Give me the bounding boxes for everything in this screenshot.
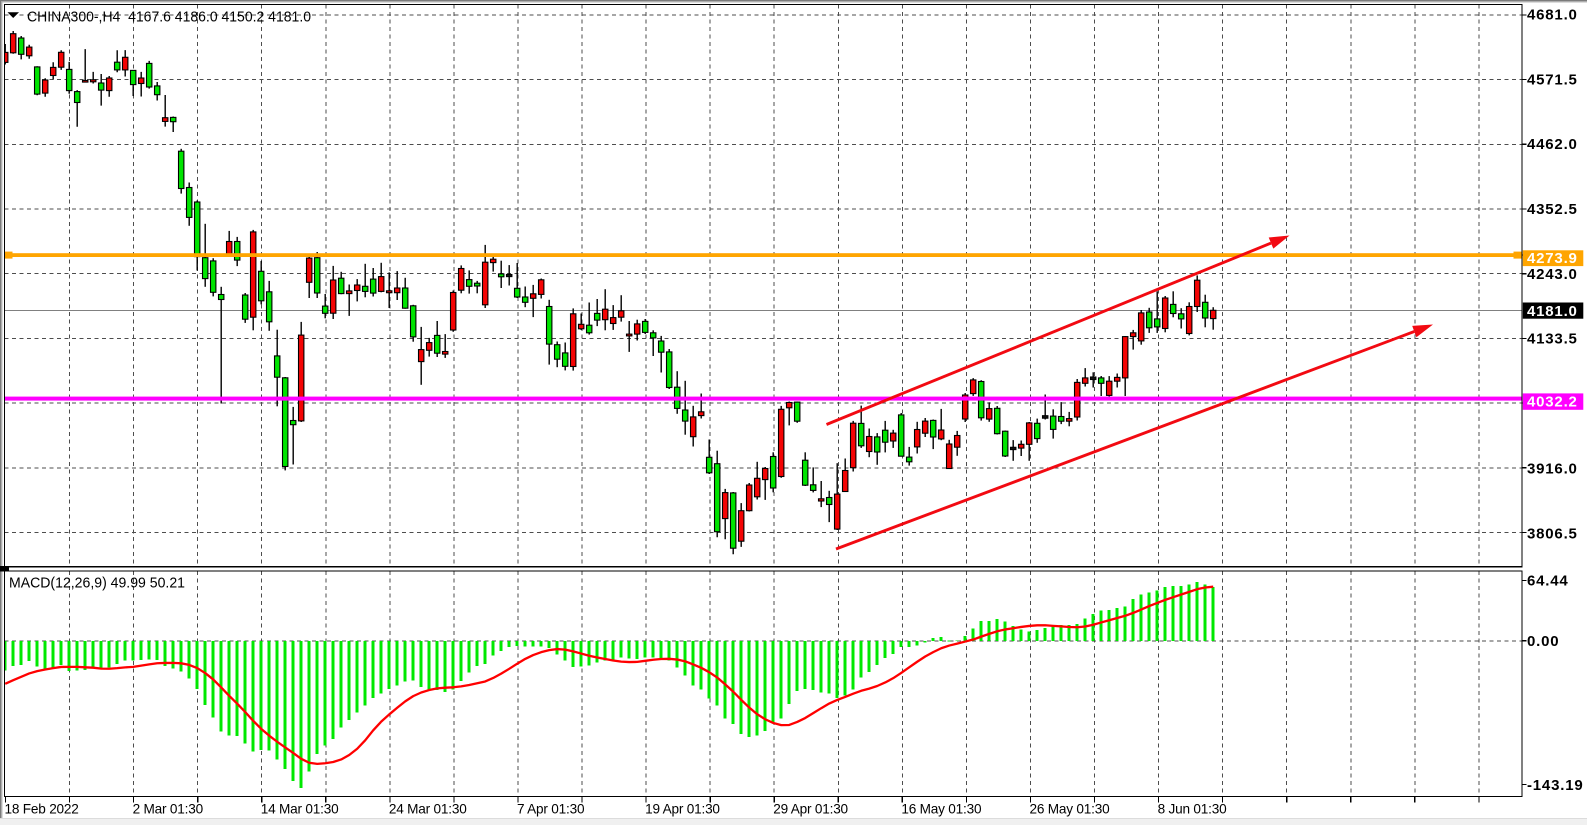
svg-text:4032.2: 4032.2 <box>1527 394 1578 411</box>
svg-text:18 Feb 2022: 18 Feb 2022 <box>5 802 79 817</box>
svg-text:3916.0: 3916.0 <box>1527 460 1578 477</box>
svg-text:4681.0: 4681.0 <box>1527 6 1578 23</box>
svg-text:19 Apr 01:30: 19 Apr 01:30 <box>645 802 720 817</box>
svg-text:4462.0: 4462.0 <box>1527 136 1578 153</box>
svg-text:8 Jun 01:30: 8 Jun 01:30 <box>1158 802 1227 817</box>
svg-text:24 Mar 01:30: 24 Mar 01:30 <box>389 802 467 817</box>
svg-text:-143.19: -143.19 <box>1527 777 1583 794</box>
svg-text:7 Apr 01:30: 7 Apr 01:30 <box>517 802 585 817</box>
svg-text:4273.9: 4273.9 <box>1527 250 1578 267</box>
svg-text:3806.5: 3806.5 <box>1527 525 1578 542</box>
svg-text:2 Mar 01:30: 2 Mar 01:30 <box>133 802 204 817</box>
svg-text:14 Mar 01:30: 14 Mar 01:30 <box>261 802 339 817</box>
svg-text:MACD(12,26,9) 49.99 50.21: MACD(12,26,9) 49.99 50.21 <box>9 576 185 592</box>
svg-text:0.00: 0.00 <box>1527 633 1559 650</box>
svg-text:26 May 01:30: 26 May 01:30 <box>1029 802 1110 817</box>
svg-text:4352.5: 4352.5 <box>1527 201 1578 218</box>
svg-text:4181.0: 4181.0 <box>1527 303 1578 320</box>
svg-text:29 Apr 01:30: 29 Apr 01:30 <box>773 802 848 817</box>
svg-text:CHINA300-,H4 4167.6 4186.0 41: CHINA300-,H4 4167.6 4186.0 4150.2 4181.0 <box>27 9 311 26</box>
svg-text:4243.0: 4243.0 <box>1527 266 1578 283</box>
svg-text:4571.5: 4571.5 <box>1527 71 1578 88</box>
svg-text:4133.5: 4133.5 <box>1527 331 1578 348</box>
svg-text:64.44: 64.44 <box>1527 573 1569 590</box>
svg-text:16 May 01:30: 16 May 01:30 <box>901 802 982 817</box>
